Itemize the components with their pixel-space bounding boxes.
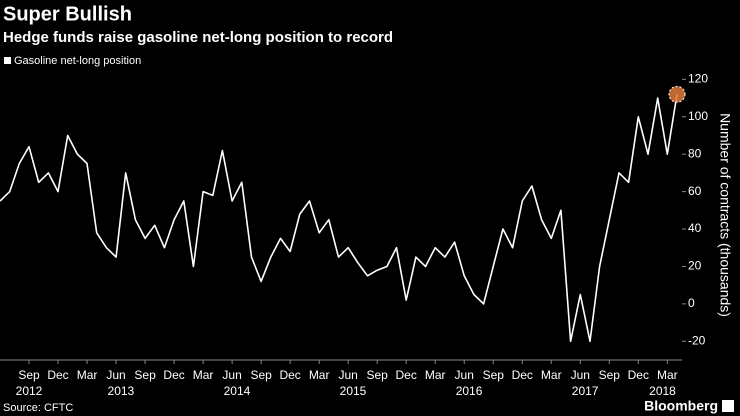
x-tick-label: Mar [541,368,562,382]
x-year-label: 2015 [340,384,367,398]
y-tick-label: 100 [688,109,708,123]
y-tick-label: -20 [688,333,706,347]
x-year-label: 2012 [16,384,43,398]
x-tick-label: Dec [512,368,533,382]
x-tick-label: Mar [77,368,98,382]
chart-subtitle: Hedge funds raise gasoline net-long posi… [3,29,393,46]
legend-swatch [4,57,11,64]
x-tick-label: Jun [222,368,241,382]
x-year-label: 2017 [572,384,599,398]
x-tick-label: Jun [106,368,125,382]
x-year-label: 2013 [108,384,135,398]
source: Source: CFTC [3,402,73,414]
x-year-label: 2018 [649,384,676,398]
y-tick-label: 80 [688,146,702,160]
x-year-label: 2016 [456,384,483,398]
x-tick-label: Dec [279,368,300,382]
x-tick-label: Dec [47,368,68,382]
y-tick-label: 20 [688,259,702,273]
x-tick-label: Mar [657,368,678,382]
y-tick-label: 60 [688,184,702,198]
x-tick-label: Jun [455,368,474,382]
y-tick-label: 0 [688,296,695,310]
brand: Bloomberg [644,398,718,414]
x-tick-label: Mar [425,368,446,382]
line [0,94,678,343]
y-axis-label: Number of contracts (thousands) [717,113,733,317]
x-tick-label: Sep [250,368,272,382]
x-tick-label: Jun [571,368,590,382]
x-tick-label: Jun [338,368,357,382]
x-tick-label: Mar [193,368,214,382]
x-tick-label: Dec [163,368,184,382]
brand-icon [722,400,734,412]
y-tick-label: 120 [688,72,708,86]
x-tick-label: Sep [18,368,40,382]
x-tick-label: Sep [367,368,389,382]
x-tick-label: Sep [483,368,505,382]
x-tick-label: Dec [396,368,417,382]
x-tick-label: Sep [134,368,156,382]
highlight-marker [668,85,686,103]
x-tick-label: Mar [309,368,330,382]
x-tick-label: Sep [599,368,621,382]
legend-label: Gasoline net-long position [14,55,141,67]
x-tick-label: Dec [628,368,649,382]
y-tick-label: 40 [688,221,702,235]
x-year-label: 2014 [224,384,251,398]
chart-title: Super Bullish [3,3,132,25]
